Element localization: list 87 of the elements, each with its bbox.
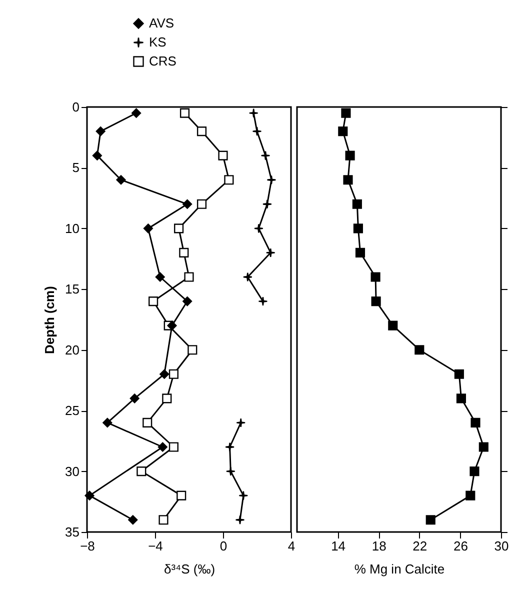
point xyxy=(266,248,276,258)
point xyxy=(371,296,381,306)
point xyxy=(168,442,178,452)
point xyxy=(128,515,138,525)
y-tick-label: 5 xyxy=(72,160,80,176)
y-axis-title: Depth (cm) xyxy=(42,286,58,354)
point xyxy=(355,248,366,258)
point xyxy=(454,369,464,379)
point xyxy=(478,442,488,452)
y-tick-label: 20 xyxy=(65,342,80,358)
point xyxy=(96,126,106,136)
point xyxy=(224,175,234,185)
point xyxy=(470,466,480,476)
point xyxy=(426,515,436,525)
y-tick-label: 10 xyxy=(65,220,80,236)
point xyxy=(176,490,186,500)
point xyxy=(196,126,207,136)
point xyxy=(470,418,480,428)
point xyxy=(184,272,194,282)
point xyxy=(136,466,146,476)
point xyxy=(370,272,380,282)
point xyxy=(132,108,142,118)
point xyxy=(262,199,272,209)
point xyxy=(236,418,246,428)
point xyxy=(466,490,476,500)
x-tick-label: −4 xyxy=(148,538,163,554)
point xyxy=(182,296,192,306)
legend-label: KS xyxy=(149,34,167,50)
point xyxy=(167,320,177,330)
x-tick-label: −8 xyxy=(80,538,95,554)
x-tick-label: 0 xyxy=(220,538,228,554)
point xyxy=(158,515,168,525)
point xyxy=(148,296,158,306)
point xyxy=(252,126,262,136)
x-tick-label: 18 xyxy=(372,538,386,554)
point xyxy=(238,490,248,500)
point xyxy=(258,296,268,306)
point xyxy=(242,272,252,282)
point xyxy=(456,394,466,404)
point xyxy=(130,394,140,404)
point xyxy=(168,369,178,379)
point xyxy=(116,175,126,185)
point xyxy=(248,108,258,118)
y-tick-label: 25 xyxy=(65,403,80,418)
x-tick-label: 30 xyxy=(494,538,509,554)
point xyxy=(143,224,153,234)
point xyxy=(218,150,228,160)
y-tick-label: 15 xyxy=(65,282,80,297)
point xyxy=(84,490,94,500)
point xyxy=(142,418,152,428)
point xyxy=(160,369,170,379)
point xyxy=(338,126,348,136)
point xyxy=(180,108,190,118)
point xyxy=(174,224,184,234)
point xyxy=(196,199,207,209)
y-tick-label: 35 xyxy=(65,524,80,540)
point xyxy=(179,248,189,258)
point xyxy=(92,150,102,160)
x-tick-label: 4 xyxy=(288,538,296,554)
point xyxy=(414,345,424,355)
x-tick-label: 22 xyxy=(412,538,428,554)
x-axis-title: δ³⁴S (‰) xyxy=(164,562,216,576)
point xyxy=(182,199,192,209)
point xyxy=(341,108,351,118)
point xyxy=(388,320,398,330)
point xyxy=(188,345,198,355)
x-tick-label: 26 xyxy=(453,538,468,554)
point xyxy=(343,175,353,185)
point xyxy=(225,442,235,452)
point xyxy=(162,394,172,404)
y-tick-label: 30 xyxy=(65,464,80,479)
legend-label: AVS xyxy=(149,16,174,30)
point xyxy=(102,418,112,428)
point xyxy=(226,466,236,476)
point xyxy=(266,175,276,185)
point xyxy=(352,199,362,209)
y-tick-label: 0 xyxy=(72,100,80,114)
point xyxy=(353,224,363,234)
x-tick-label: 14 xyxy=(331,538,346,554)
point xyxy=(260,150,270,160)
point xyxy=(345,150,355,160)
x-axis-title: % Mg in Calcite xyxy=(354,562,445,576)
legend-label: CRS xyxy=(149,54,177,68)
point xyxy=(155,272,165,282)
point xyxy=(235,515,245,525)
point xyxy=(158,442,168,452)
point xyxy=(254,224,264,234)
